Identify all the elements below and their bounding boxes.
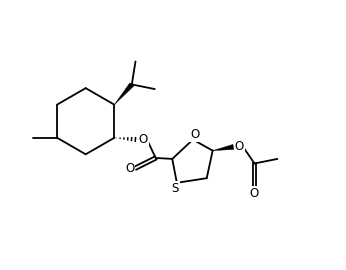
Polygon shape — [114, 83, 134, 105]
Text: O: O — [235, 140, 244, 153]
Text: O: O — [190, 129, 199, 141]
Text: O: O — [125, 161, 134, 175]
Text: S: S — [171, 182, 179, 195]
Text: O: O — [250, 187, 259, 200]
Text: O: O — [139, 133, 148, 146]
Polygon shape — [213, 144, 234, 151]
